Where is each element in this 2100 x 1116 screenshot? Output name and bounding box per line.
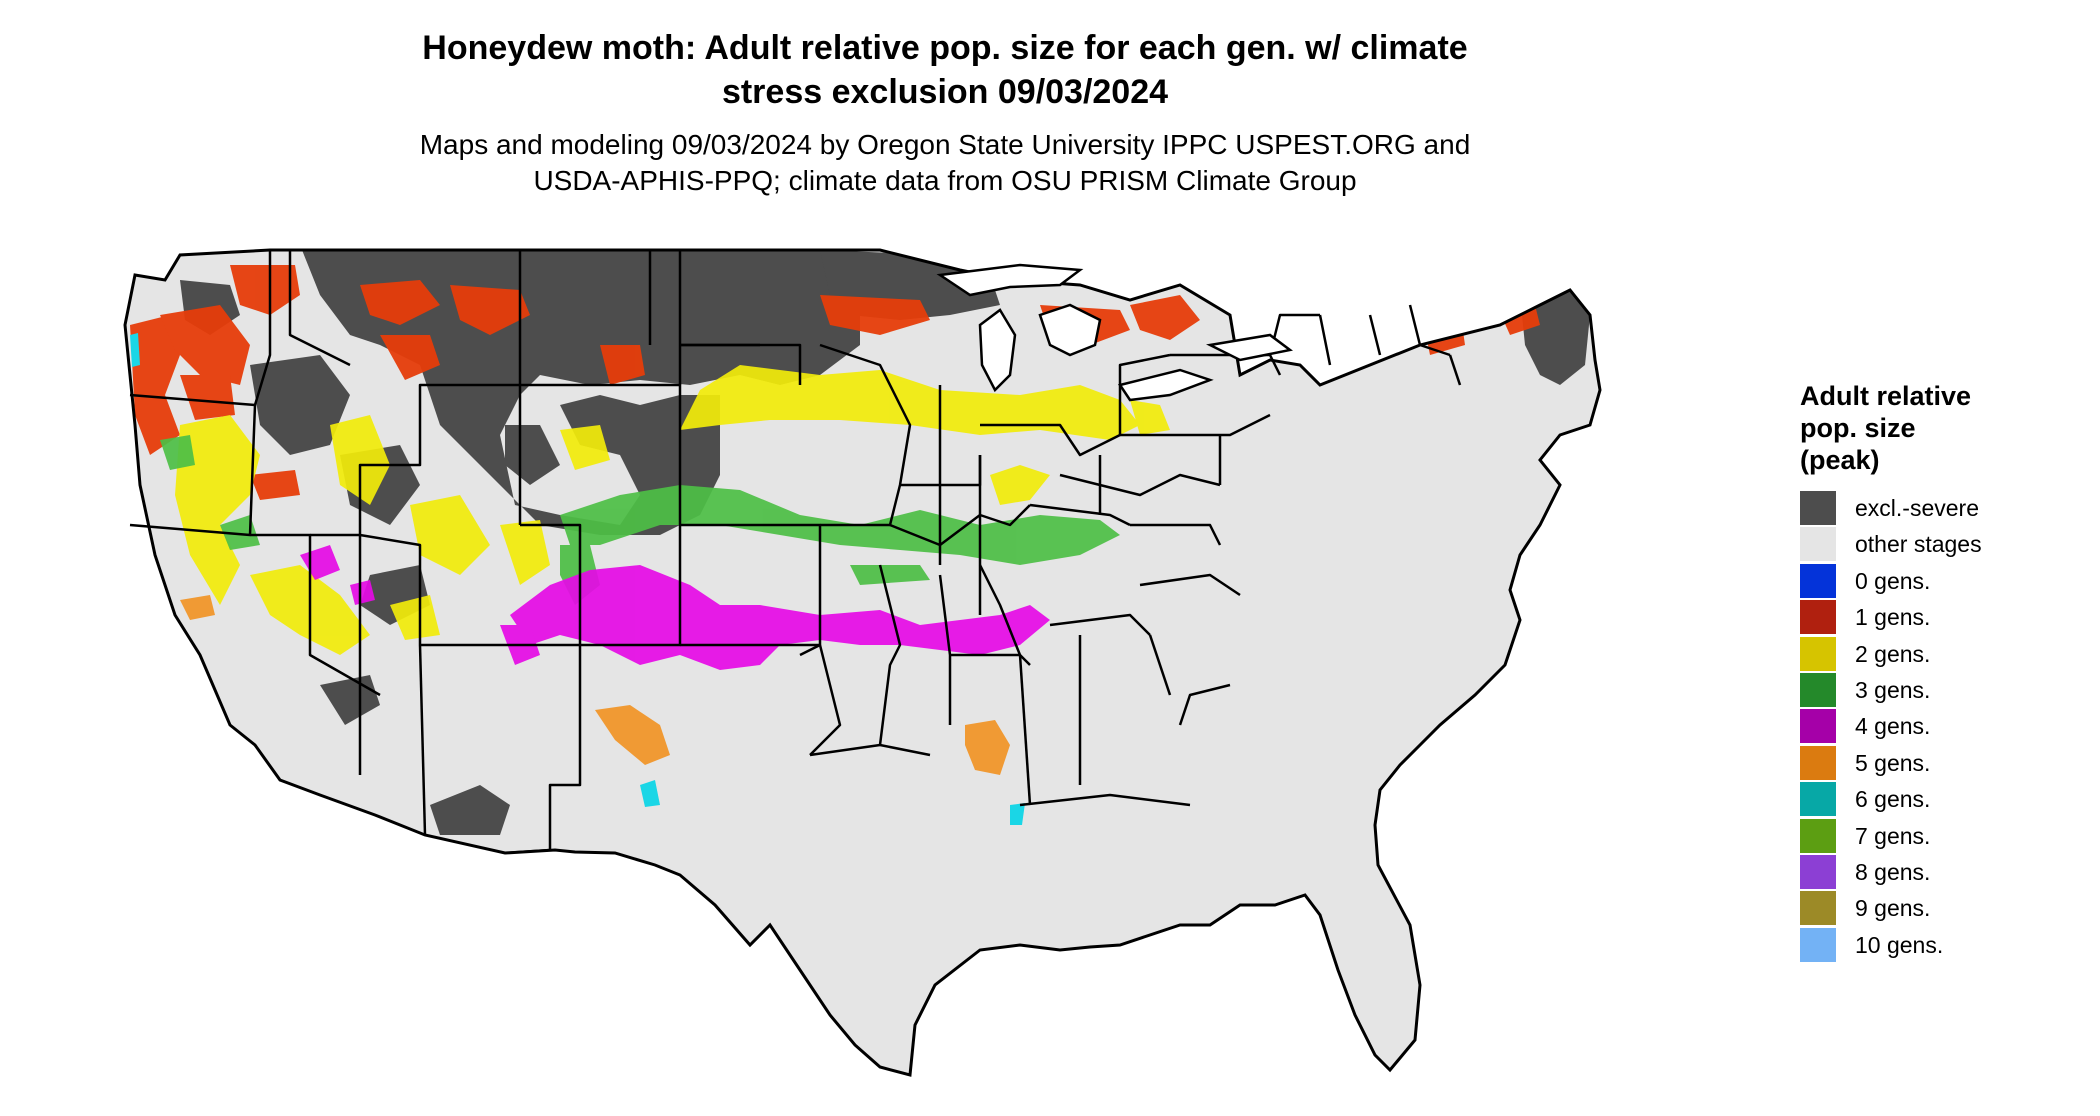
legend-title-line: Adult relative bbox=[1800, 381, 1972, 411]
legend-swatch bbox=[1800, 891, 1836, 926]
gen5-areas bbox=[180, 595, 1010, 775]
legend-label: 5 gens. bbox=[1855, 749, 1931, 776]
legend-swatch bbox=[1800, 782, 1836, 817]
legend-title-line: (peak) bbox=[1800, 445, 1880, 475]
legend-item-other-stages: other stages bbox=[1800, 526, 2060, 562]
legend-title: Adult relative pop. size (peak) bbox=[1800, 380, 2060, 476]
legend-item-8-gens: 8 gens. bbox=[1800, 854, 2060, 890]
legend-swatch bbox=[1800, 636, 1836, 671]
state-borders bbox=[129, 250, 1462, 855]
legend-item-4-gens: 4 gens. bbox=[1800, 708, 2060, 744]
legend-swatch bbox=[1800, 745, 1836, 780]
legend-swatch bbox=[1800, 709, 1836, 744]
map-subtitle-line-2: USDA-APHIS-PPQ; climate data from OSU PR… bbox=[533, 165, 1357, 196]
map-subtitle-line-1: Maps and modeling 09/03/2024 by Oregon S… bbox=[419, 129, 1471, 160]
legend-item-9-gens: 9 gens. bbox=[1800, 890, 2060, 926]
legend-item-1-gens: 1 gens. bbox=[1800, 599, 2060, 635]
legend-swatch bbox=[1800, 672, 1836, 707]
legend-swatch bbox=[1800, 927, 1836, 962]
legend-label: 3 gens. bbox=[1855, 676, 1931, 703]
legend-swatch bbox=[1800, 527, 1836, 562]
legend-label: 8 gens. bbox=[1855, 858, 1931, 885]
legend-label: 2 gens. bbox=[1855, 640, 1931, 667]
legend-swatch bbox=[1800, 818, 1836, 853]
legend-item-7-gens: 7 gens. bbox=[1800, 818, 2060, 854]
legend-item-0-gens: 0 gens. bbox=[1800, 563, 2060, 599]
gen2-areas bbox=[175, 365, 1170, 655]
legend-label: 0 gens. bbox=[1855, 567, 1931, 594]
legend-swatch bbox=[1800, 600, 1836, 635]
legend-swatch bbox=[1800, 491, 1836, 525]
legend-item-2-gens: 2 gens. bbox=[1800, 636, 2060, 672]
legend-item-excl-severe: excl.-severe bbox=[1800, 490, 2060, 526]
legend-item-10-gens: 10 gens. bbox=[1800, 927, 2060, 963]
legend-label: 10 gens. bbox=[1855, 931, 1944, 958]
map-legend: Adult relative pop. size (peak) excl.-se… bbox=[1800, 380, 2060, 963]
legend-label: excl.-severe bbox=[1855, 495, 1979, 521]
legend-label: 4 gens. bbox=[1855, 713, 1931, 740]
map-title-line-2: stress exclusion 09/03/2024 bbox=[721, 73, 1169, 111]
legend-title-line: pop. size bbox=[1800, 413, 1916, 443]
legend-label: 7 gens. bbox=[1855, 822, 1931, 849]
great-lakes bbox=[936, 263, 1293, 402]
legend-swatch bbox=[1800, 563, 1836, 598]
legend-item-5-gens: 5 gens. bbox=[1800, 745, 2060, 781]
legend-label: 1 gens. bbox=[1855, 604, 1931, 631]
legend-label: other stages bbox=[1855, 531, 1982, 558]
gen6-areas bbox=[130, 333, 1025, 825]
legend-item-3-gens: 3 gens. bbox=[1800, 672, 2060, 708]
map-title-line-1: Honeydew moth: Adult relative pop. size … bbox=[422, 29, 1468, 67]
legend-swatch bbox=[1800, 854, 1836, 889]
us-map bbox=[120, 225, 1780, 1115]
excluded-areas bbox=[180, 250, 1590, 835]
legend-label: 6 gens. bbox=[1855, 786, 1931, 813]
legend-label: 9 gens. bbox=[1855, 895, 1931, 922]
legend-item-6-gens: 6 gens. bbox=[1800, 781, 2060, 817]
